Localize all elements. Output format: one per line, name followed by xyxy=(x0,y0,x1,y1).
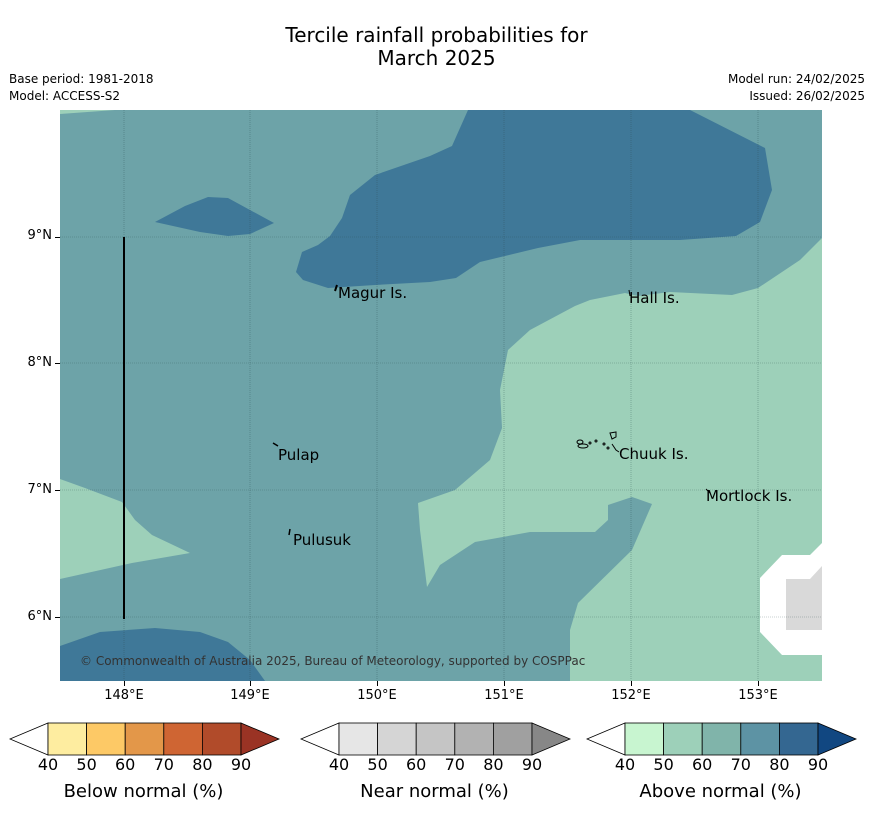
lat-tick xyxy=(55,237,60,238)
legend-swatch xyxy=(163,722,203,756)
legend-colorbar xyxy=(586,722,857,756)
region-above-50-east xyxy=(418,238,822,681)
legend-tick-label: 40 xyxy=(37,755,59,774)
lat-tick xyxy=(55,363,60,364)
region-above-80-small xyxy=(155,197,274,236)
legend-swatch xyxy=(415,722,456,756)
legend-swatch xyxy=(86,722,126,756)
lon-tick xyxy=(631,681,632,686)
lon-tick xyxy=(250,681,251,686)
lon-tick xyxy=(124,681,125,686)
lat-tick xyxy=(55,617,60,618)
map-canvas xyxy=(60,110,822,681)
legend-swatch xyxy=(240,722,280,756)
lon-label-151e: 151°E xyxy=(484,688,524,703)
lon-tick xyxy=(504,681,505,686)
legend-swatch xyxy=(201,722,242,756)
region-no-data xyxy=(786,566,822,630)
legend-swatch xyxy=(701,722,742,756)
legend-swatch xyxy=(492,722,533,756)
legend-tick-label: 40 xyxy=(614,755,636,774)
legend-swatch xyxy=(624,722,664,756)
island-label-chuuk: Chuuk Is. xyxy=(619,445,689,463)
lat-label-8n: 8°N xyxy=(27,355,53,370)
legend-swatch xyxy=(586,722,626,756)
lon-label-152e: 152°E xyxy=(611,688,651,703)
legend-tick-label: 80 xyxy=(192,755,213,774)
lon-label-153e: 153°E xyxy=(738,688,778,703)
title-line2: March 2025 xyxy=(377,46,496,70)
legend-colorbar xyxy=(300,722,571,756)
copyright-notice: © Commonwealth of Australia 2025, Bureau… xyxy=(80,654,586,668)
island-label-pulap: Pulap xyxy=(278,446,320,464)
pulusuk-island-shape xyxy=(288,528,291,536)
island-label-pulusuk: Pulusuk xyxy=(293,531,351,549)
lat-label-7n: 7°N xyxy=(27,482,53,497)
legend-title: Above normal (%) xyxy=(639,781,802,802)
legend-swatch xyxy=(531,722,571,756)
region-above-80-north xyxy=(296,110,772,288)
legend-tick-label: 60 xyxy=(692,755,713,774)
legend-title: Near normal (%) xyxy=(360,781,509,802)
lon-tick xyxy=(377,681,378,686)
grid-lines xyxy=(60,110,822,681)
legend-title: Below normal (%) xyxy=(63,781,224,802)
chuuk-lagoon-shape xyxy=(576,431,620,453)
legend-tick-label: 70 xyxy=(444,755,465,774)
legend-tick-label: 80 xyxy=(483,755,504,774)
legend-tick-label: 60 xyxy=(406,755,427,774)
issued-date: Issued: 26/02/2025 xyxy=(749,89,865,103)
base-period: Base period: 1981-2018 xyxy=(9,72,154,86)
mortlock-island-shape xyxy=(705,488,711,494)
legend-tick-label: 70 xyxy=(730,755,751,774)
region-above-80-southwest xyxy=(60,628,265,681)
legend-tick-label: 40 xyxy=(328,755,350,774)
legend-swatch xyxy=(124,722,165,756)
model-name: Model: ACCESS-S2 xyxy=(9,89,121,103)
lat-label-9n: 9°N xyxy=(27,228,53,243)
island-label-hall: Hall Is. xyxy=(629,289,680,307)
lat-tick xyxy=(55,490,60,491)
legend-swatch xyxy=(778,722,819,756)
legend-swatch xyxy=(740,722,780,756)
legend-tick-label: 80 xyxy=(769,755,790,774)
legend-tick-label: 50 xyxy=(76,755,97,774)
lon-label-150e: 150°E xyxy=(357,688,397,703)
model-run: Model run: 24/02/2025 xyxy=(727,72,865,86)
lon-label-149e: 149°E xyxy=(230,688,270,703)
legend-swatch xyxy=(9,722,49,756)
legend-tick-label: 60 xyxy=(115,755,136,774)
legend-tick-label: 70 xyxy=(153,755,174,774)
hall-island-shape xyxy=(628,289,631,297)
legend-swatch xyxy=(817,722,857,756)
region-above-50-topleft xyxy=(60,110,115,114)
legend-tick-label: 90 xyxy=(521,755,543,774)
pulap-island-shape xyxy=(272,442,279,447)
magur-island-shape xyxy=(334,284,338,292)
legend-swatch xyxy=(377,722,417,756)
legend-swatch xyxy=(47,722,87,756)
legend-swatch xyxy=(300,722,340,756)
legend-tick-label: 50 xyxy=(367,755,388,774)
legend-swatch xyxy=(454,722,494,756)
title-line1: Tercile rainfall probabilities for xyxy=(285,23,588,47)
legend-tick-label: 90 xyxy=(230,755,252,774)
legend-swatch xyxy=(663,722,703,756)
legend-swatch xyxy=(338,722,378,756)
island-label-magur: Magur Is. xyxy=(338,284,408,302)
legend-tick-label: 90 xyxy=(807,755,829,774)
island-label-mortlock: Mortlock Is. xyxy=(706,487,793,505)
probability-map xyxy=(60,110,822,681)
lat-label-6n: 6°N xyxy=(27,609,53,624)
legend-tick-label: 50 xyxy=(653,755,674,774)
legend-colorbar xyxy=(9,722,280,756)
lon-label-148e: 148°E xyxy=(104,688,144,703)
lon-tick xyxy=(758,681,759,686)
